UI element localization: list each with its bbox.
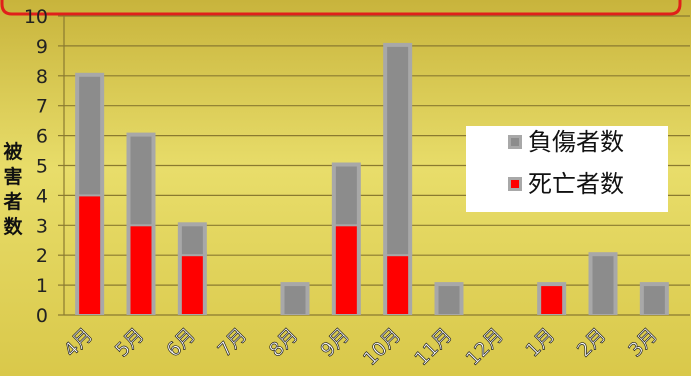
bar-segment-injured — [79, 76, 101, 195]
bar-segment-injured — [335, 166, 357, 225]
bar-segment-injured — [592, 256, 614, 314]
bars — [75, 42, 669, 315]
y-axis-label: 被害者数 — [3, 140, 23, 238]
header-band — [0, 0, 682, 16]
legend-label: 死亡者数 — [528, 170, 624, 198]
bar-segment-injured — [643, 286, 665, 314]
y-tick-label: 2 — [36, 245, 48, 267]
bar-segment-dead — [541, 286, 563, 314]
bar-segment-dead — [181, 256, 203, 314]
bar-segment-injured — [284, 286, 306, 314]
legend-item: 負傷者数 — [508, 128, 624, 156]
y-tick-label: 0 — [36, 305, 48, 327]
y-tick-label: 5 — [36, 156, 48, 178]
y-tick-label: 8 — [36, 66, 48, 88]
y-axis-ticks: 0 1 2 3 4 5 6 7 8 9 10 — [24, 6, 48, 327]
y-tick-label: 6 — [36, 126, 48, 148]
bar-segment-dead — [130, 226, 152, 314]
legend-swatch — [511, 138, 519, 146]
y-tick-label: 3 — [36, 215, 48, 237]
bar-segment-injured — [387, 46, 409, 255]
legend-swatch — [511, 180, 519, 188]
legend-item: 死亡者数 — [508, 170, 624, 198]
y-tick-label: 7 — [36, 96, 48, 118]
y-tick-label: 9 — [36, 36, 48, 58]
y-tick-label: 4 — [36, 185, 48, 207]
bar-segment-dead — [335, 226, 357, 314]
y-tick-label: 1 — [36, 275, 48, 297]
bar-segment-injured — [130, 136, 152, 225]
legend-box — [466, 126, 668, 212]
bar-segment-injured — [438, 286, 460, 314]
bar-segment-injured — [181, 226, 203, 255]
y-tick-label: 10 — [24, 6, 48, 28]
legend-label: 負傷者数 — [528, 128, 624, 156]
bar-segment-dead — [387, 256, 409, 314]
bar-segment-dead — [79, 196, 101, 314]
